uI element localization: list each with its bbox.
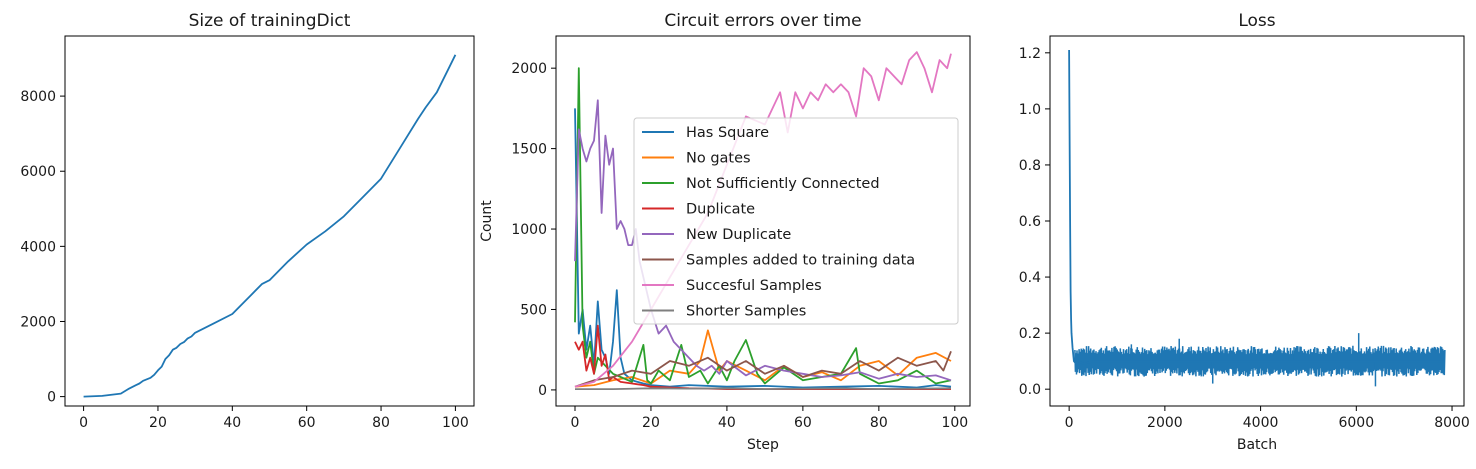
legend-label: Has Square: [686, 125, 769, 141]
plot-frame: [64, 35, 475, 407]
x-tick-label: 40: [223, 415, 241, 431]
x-tick-label: 100: [941, 415, 968, 431]
x-tick-label: 8000: [1434, 415, 1470, 431]
legend-label: Shorter Samples: [686, 304, 806, 320]
y-tick-label: 8000: [20, 89, 56, 105]
y-tick-label: 0.6: [1019, 214, 1041, 230]
series-line-7: [575, 387, 952, 390]
x-tick-label: 0: [571, 415, 580, 431]
series-line-2: [574, 67, 952, 385]
x-tick-label: 80: [372, 415, 390, 431]
legend-label: Not Sufficiently Connected: [686, 176, 880, 192]
x-tick-label: 0: [79, 415, 88, 431]
plot-lines: [1068, 49, 1446, 387]
chart-title: Loss: [1238, 11, 1275, 31]
y-tick-label: 2000: [20, 314, 56, 330]
y-tick-label: 0.8: [1019, 158, 1041, 174]
legend: Has Square No gates Not Sufficiently Conne…: [633, 117, 959, 325]
plot-lines: [83, 54, 457, 398]
y-tick-label: 500: [520, 302, 547, 318]
series-line-4: [574, 99, 952, 382]
y-tick-label: 0.0: [1019, 382, 1041, 398]
x-tick-label: 60: [794, 415, 812, 431]
x-tick-label: 20: [642, 415, 660, 431]
legend-label: Samples added to training data: [686, 253, 915, 269]
y-tick-label: 4000: [20, 239, 56, 255]
x-tick-label: 80: [870, 415, 888, 431]
y-tick-label: 1.2: [1019, 46, 1041, 62]
y-axis-label: Count: [479, 200, 495, 242]
x-tick-label: 40: [718, 415, 736, 431]
y-tick-label: 0.4: [1019, 270, 1041, 286]
series-line-0: [574, 108, 952, 389]
y-tick-label: 0: [47, 390, 56, 406]
chart-size-of-trainingdict: 0 20 40 60 80 100 0 2000 4000 6000 8000 Size of tra…: [20, 11, 475, 431]
plot-frame: [555, 35, 971, 407]
y-tick-label: 0: [538, 383, 547, 399]
series-line-5: [574, 350, 952, 388]
plot-lines: [574, 51, 952, 390]
x-tick-label: 20: [149, 415, 167, 431]
x-tick-label: 0: [1065, 415, 1074, 431]
series-line-0: [83, 54, 457, 398]
y-tick-label: 1.0: [1019, 102, 1041, 118]
y-tick-label: 2000: [511, 61, 547, 77]
x-tick-label: 4000: [1243, 415, 1279, 431]
y-tick-label: 1000: [511, 222, 547, 238]
legend-box: [633, 117, 959, 325]
legend-label: Duplicate: [686, 202, 755, 218]
legend-label: Succesful Samples: [686, 278, 822, 294]
chart-title: Size of trainingDict: [189, 11, 351, 31]
x-tick-label: 60: [298, 415, 316, 431]
chart-loss: 0 2000 4000 6000 8000 0.0 0.2 0.4 0.6 0.8 1.0 1.2 Lo…: [1019, 11, 1470, 453]
x-axis-label: Batch: [1237, 437, 1277, 453]
y-tick-label: 0.2: [1019, 326, 1041, 342]
y-tick-label: 1500: [511, 142, 547, 158]
y-tick-label: 6000: [20, 164, 56, 180]
legend-label: No gates: [686, 151, 751, 167]
legend-label: New Duplicate: [686, 227, 791, 243]
series-line-1: [574, 329, 952, 388]
series-line-0: [1068, 49, 1445, 365]
x-axis-label: Step: [747, 437, 779, 453]
x-tick-label: 6000: [1338, 415, 1374, 431]
x-tick-label: 100: [442, 415, 469, 431]
chart-title: Circuit errors over time: [664, 11, 861, 31]
loss-noise-band: [1074, 345, 1446, 377]
x-tick-label: 2000: [1147, 415, 1183, 431]
